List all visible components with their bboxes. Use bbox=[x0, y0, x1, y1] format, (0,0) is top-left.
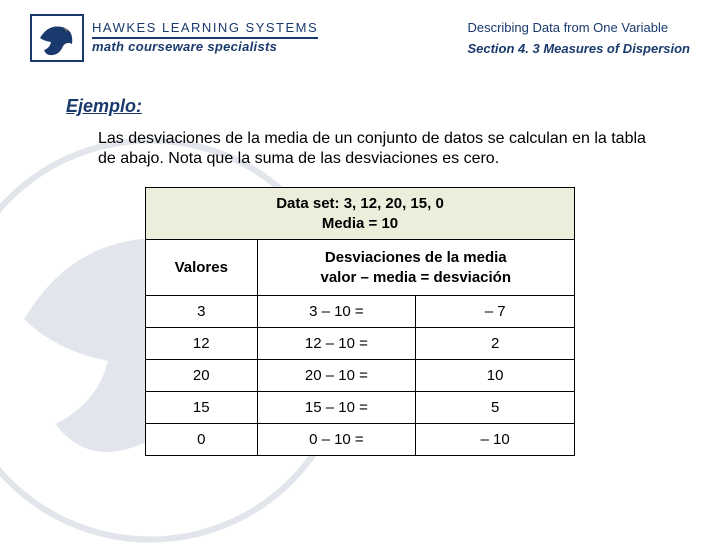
brand-text: HAWKES LEARNING SYSTEMS math courseware … bbox=[92, 14, 318, 54]
table-row: 0 0 – 10 = – 10 bbox=[146, 424, 575, 456]
example-label: Ejemplo: bbox=[66, 96, 720, 117]
brand-block: HAWKES LEARNING SYSTEMS math courseware … bbox=[30, 14, 318, 62]
cell-expr: 3 – 10 = bbox=[257, 296, 416, 328]
cell-value: 15 bbox=[146, 392, 258, 424]
cell-expr: 12 – 10 = bbox=[257, 328, 416, 360]
cell-dev: – 10 bbox=[416, 424, 575, 456]
deviation-table: Data set: 3, 12, 20, 15, 0 Media = 10 Va… bbox=[145, 187, 575, 456]
table-row: 12 12 – 10 = 2 bbox=[146, 328, 575, 360]
col2-line1: Desviaciones de la media bbox=[325, 249, 507, 266]
cell-dev: 10 bbox=[416, 360, 575, 392]
brand-line2: math courseware specialists bbox=[92, 37, 318, 54]
cell-dev: 2 bbox=[416, 328, 575, 360]
slide-header: HAWKES LEARNING SYSTEMS math courseware … bbox=[0, 0, 720, 68]
cell-value: 0 bbox=[146, 424, 258, 456]
col-header-values: Valores bbox=[146, 240, 258, 296]
table-row: 15 15 – 10 = 5 bbox=[146, 392, 575, 424]
cell-dev: 5 bbox=[416, 392, 575, 424]
brand-line1: HAWKES LEARNING SYSTEMS bbox=[92, 20, 318, 35]
cell-expr: 0 – 10 = bbox=[257, 424, 416, 456]
chapter-block: Describing Data from One Variable Sectio… bbox=[467, 14, 690, 56]
cell-expr: 20 – 10 = bbox=[257, 360, 416, 392]
hawk-icon bbox=[34, 18, 80, 58]
chapter-title: Describing Data from One Variable bbox=[467, 20, 690, 35]
cell-value: 12 bbox=[146, 328, 258, 360]
table-row: 20 20 – 10 = 10 bbox=[146, 360, 575, 392]
cell-value: 3 bbox=[146, 296, 258, 328]
section-title: Section 4. 3 Measures of Dispersion bbox=[467, 41, 690, 56]
col2-line2: valor – media = desviación bbox=[321, 269, 512, 286]
cell-dev: – 7 bbox=[416, 296, 575, 328]
col-header-deviations: Desviaciones de la media valor – media =… bbox=[257, 240, 574, 296]
logo-box bbox=[30, 14, 84, 62]
cell-value: 20 bbox=[146, 360, 258, 392]
top-header-line1: Data set: 3, 12, 20, 15, 0 bbox=[276, 195, 444, 212]
table-top-header: Data set: 3, 12, 20, 15, 0 Media = 10 bbox=[146, 188, 575, 240]
top-header-line2: Media = 10 bbox=[322, 215, 398, 232]
table-row: 3 3 – 10 = – 7 bbox=[146, 296, 575, 328]
body-text: Las desviaciones de la media de un conju… bbox=[98, 129, 650, 169]
cell-expr: 15 – 10 = bbox=[257, 392, 416, 424]
